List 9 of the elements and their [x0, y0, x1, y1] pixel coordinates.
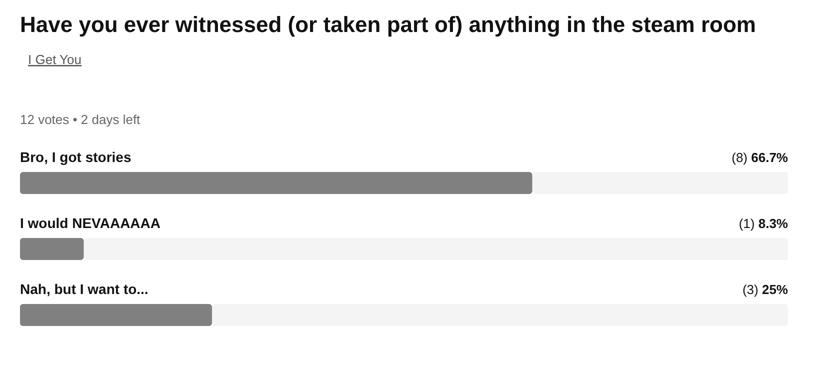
data-label: (3) 25%	[742, 282, 788, 297]
data-label: (1) 8.3%	[738, 216, 788, 231]
chart-title: Have you ever witnessed (or taken part of) anything in the steam room	[20, 12, 756, 37]
y-tick-label: I would NEVAAAAAA	[20, 215, 161, 231]
y-tick-label: Nah, but I want to...	[20, 281, 148, 297]
data-label: (8) 66.7%	[732, 150, 788, 165]
annotation: 12 votes • 2 days left	[20, 112, 141, 127]
chart-subtitle: I Get You	[28, 52, 82, 67]
y-tick-label: Bro, I got stories	[20, 149, 132, 165]
